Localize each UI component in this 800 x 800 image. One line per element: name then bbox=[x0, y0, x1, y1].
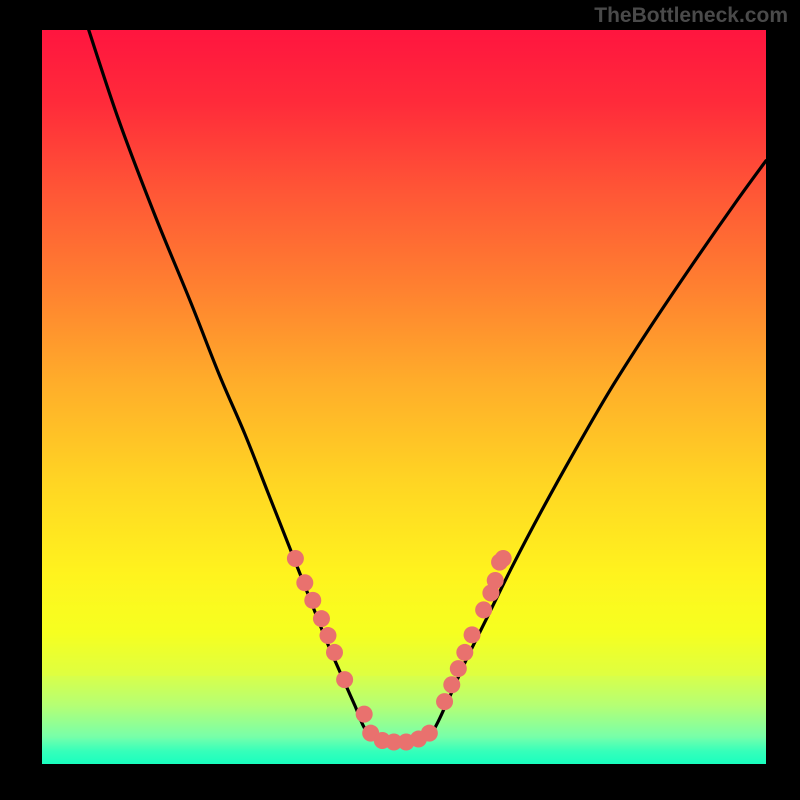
chart-plot-area bbox=[42, 30, 766, 764]
chart-marker bbox=[495, 550, 512, 567]
chart-marker bbox=[443, 676, 460, 693]
watermark-text: TheBottleneck.com bbox=[594, 4, 788, 28]
chart-marker bbox=[464, 626, 481, 643]
chart-marker bbox=[450, 660, 467, 677]
chart-marker bbox=[356, 706, 373, 723]
chart-marker bbox=[456, 644, 473, 661]
chart-yellow-band bbox=[42, 603, 766, 676]
chart-marker bbox=[287, 550, 304, 567]
chart-overlay-svg bbox=[42, 30, 766, 764]
chart-marker bbox=[319, 627, 336, 644]
chart-marker bbox=[475, 601, 492, 618]
chart-marker bbox=[436, 693, 453, 710]
chart-marker bbox=[296, 574, 313, 591]
chart-marker bbox=[304, 592, 321, 609]
chart-marker bbox=[487, 572, 504, 589]
chart-marker bbox=[336, 671, 353, 688]
chart-marker bbox=[421, 725, 438, 742]
chart-marker bbox=[326, 644, 343, 661]
chart-marker bbox=[313, 610, 330, 627]
